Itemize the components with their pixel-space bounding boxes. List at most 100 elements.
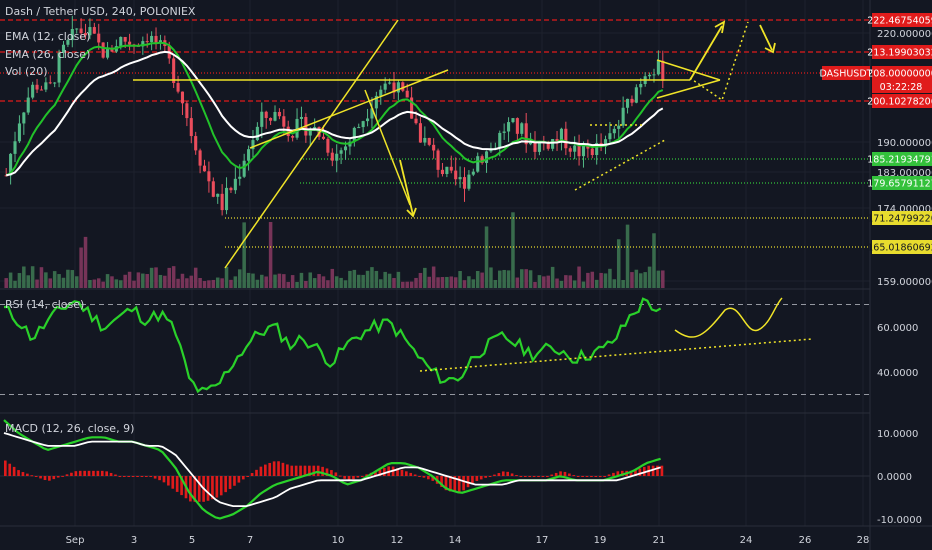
- volume-bar: [352, 269, 357, 288]
- macd-histogram-bar: [259, 466, 263, 476]
- rsi-panel[interactable]: [0, 297, 870, 395]
- candle-body: [392, 82, 396, 93]
- candle-body: [282, 116, 286, 127]
- candle-body: [432, 144, 436, 151]
- rsi-line: [4, 297, 662, 394]
- trend-line: [249, 69, 449, 149]
- volume-bar: [70, 270, 75, 288]
- macd-histogram-bar: [444, 476, 448, 491]
- candle-body: [357, 127, 361, 129]
- macd-histogram-bar: [224, 476, 227, 493]
- macd-histogram-bar: [607, 474, 611, 476]
- trend-drawings[interactable]: [133, 19, 776, 269]
- candle-body: [79, 28, 83, 34]
- trend-line: [364, 89, 411, 206]
- candle-body: [656, 60, 660, 75]
- candle-body: [529, 141, 533, 145]
- candle-body: [326, 138, 330, 153]
- price-tick-label: 220.00000000: [877, 29, 932, 40]
- macd-histogram-bar: [506, 471, 510, 476]
- candlesticks[interactable]: [4, 15, 665, 216]
- candle-body: [590, 148, 594, 156]
- macd-histogram-bar: [453, 476, 457, 492]
- volume-bar: [555, 278, 559, 288]
- candle-body: [251, 140, 255, 150]
- candle-body: [533, 141, 537, 152]
- legend-ema-slow[interactable]: EMA (26, close): [5, 48, 90, 61]
- macd-tick-label: 0.0000: [877, 472, 912, 483]
- candle-body: [436, 150, 440, 170]
- macd-histogram-bar: [559, 471, 562, 476]
- legend-ema-fast[interactable]: EMA (12, close): [5, 30, 90, 43]
- macd-histogram-bar: [634, 470, 637, 476]
- volume-bar: [511, 212, 515, 288]
- macd-histogram-bar: [140, 476, 144, 477]
- time-axis[interactable]: Sep 3 5 7 10 12 14 17 19 21 24 26 28: [66, 535, 870, 546]
- volume-bar: [445, 276, 449, 288]
- macd-histogram-bar: [197, 476, 201, 502]
- candle-body: [498, 132, 502, 148]
- volume-bar: [273, 274, 277, 288]
- time-tick-label: 21: [653, 535, 666, 546]
- macd-histogram-bar: [228, 476, 232, 489]
- candle-body: [26, 97, 30, 113]
- volume-bar: [546, 275, 550, 288]
- volume-bar: [158, 274, 163, 288]
- macd-histogram-bar: [118, 476, 122, 477]
- macd-panel[interactable]: [0, 419, 870, 520]
- candle-body: [97, 33, 101, 43]
- candle-body: [507, 122, 511, 132]
- legend-volume[interactable]: Vol (20): [5, 65, 48, 78]
- candle-body: [335, 153, 339, 161]
- candle-body: [379, 89, 383, 96]
- volume-bar: [652, 233, 656, 288]
- candle-body: [66, 40, 70, 45]
- volume-bar: [105, 274, 110, 288]
- candle-body: [106, 49, 110, 58]
- macd-histogram-bar: [100, 470, 104, 476]
- volume-bar: [215, 277, 220, 288]
- candle-body: [53, 82, 57, 84]
- macd-histogram-bar: [546, 476, 549, 477]
- time-tick-label: 3: [131, 535, 137, 546]
- macd-histogram-bar: [316, 465, 320, 476]
- macd-histogram-bar: [471, 476, 474, 484]
- symbol-tag-text: DASHUSDT: [820, 69, 873, 80]
- macd-histogram-bar: [374, 471, 377, 476]
- candle-body: [35, 84, 39, 90]
- candle-body: [612, 128, 616, 134]
- ema-slow-line: [5, 50, 664, 177]
- macd-histogram-bar: [343, 476, 346, 479]
- volume-bar: [418, 272, 423, 288]
- macd-histogram-bar: [501, 471, 505, 476]
- price-level-badge: [872, 239, 932, 254]
- volume-bar: [370, 267, 374, 288]
- macd-tick-label: -10.0000: [877, 515, 922, 526]
- legend-macd[interactable]: MACD (12, 26, close, 9): [5, 422, 134, 435]
- macd-histogram-bar: [263, 464, 267, 476]
- price-tick-label: 190.00000000: [877, 138, 932, 149]
- macd-histogram-bar: [462, 476, 465, 491]
- volume-bar: [568, 275, 573, 288]
- candle-body: [321, 136, 326, 139]
- price-axis[interactable]: 159.00000000 174.00000000 183.00000000 190.…: [867, 12, 932, 526]
- volume-bar: [603, 273, 608, 288]
- volume-bar: [220, 278, 224, 288]
- candle-body: [374, 95, 378, 109]
- macd-histogram-bar: [576, 476, 580, 477]
- volume-bar: [44, 272, 48, 288]
- projection-arrow-down: [399, 159, 414, 216]
- candle-body: [608, 133, 612, 140]
- legend-rsi[interactable]: RSI (14, close): [5, 298, 84, 311]
- macd-histogram-bar: [449, 476, 452, 492]
- volume-bar: [26, 275, 30, 288]
- candle-body: [198, 150, 202, 166]
- macd-histogram-bar: [17, 470, 20, 476]
- macd-histogram-bar: [250, 473, 254, 476]
- volume-bar: [277, 273, 282, 288]
- volume-bar: [198, 277, 202, 288]
- macd-histogram-bar: [122, 476, 126, 477]
- macd-histogram-bar: [321, 466, 324, 476]
